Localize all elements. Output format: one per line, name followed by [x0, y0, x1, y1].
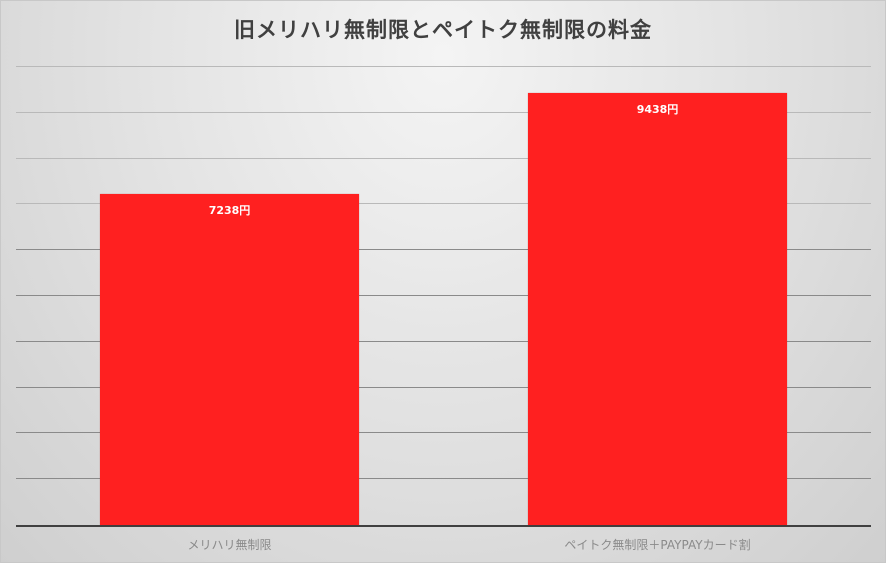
- gridline: [16, 478, 871, 480]
- gridline: [16, 295, 871, 296]
- plot-area: 7238円 9438円: [16, 66, 871, 527]
- bar-data-label: 9438円: [636, 102, 679, 116]
- x-axis-category-label: メリハリ無制限: [187, 538, 272, 552]
- gridline: [16, 66, 871, 67]
- x-axis-category-label: ペイトク無制限＋PAYPAYカード割: [564, 538, 751, 552]
- gridline: [16, 340, 871, 342]
- gridline: [16, 386, 871, 388]
- gridline: [16, 432, 871, 434]
- gridline: [16, 157, 871, 159]
- bar-meri-hari: 7238円: [100, 193, 359, 525]
- chart-title: 旧メリハリ無制限とペイトク無制限の料金: [234, 18, 652, 42]
- gridline: [16, 203, 871, 205]
- gridline: [16, 249, 871, 251]
- bar-data-label: 7238円: [208, 203, 251, 217]
- x-axis-line: [16, 525, 871, 527]
- gridline: [16, 111, 871, 113]
- bar-pay-toku: 9438円: [528, 92, 787, 525]
